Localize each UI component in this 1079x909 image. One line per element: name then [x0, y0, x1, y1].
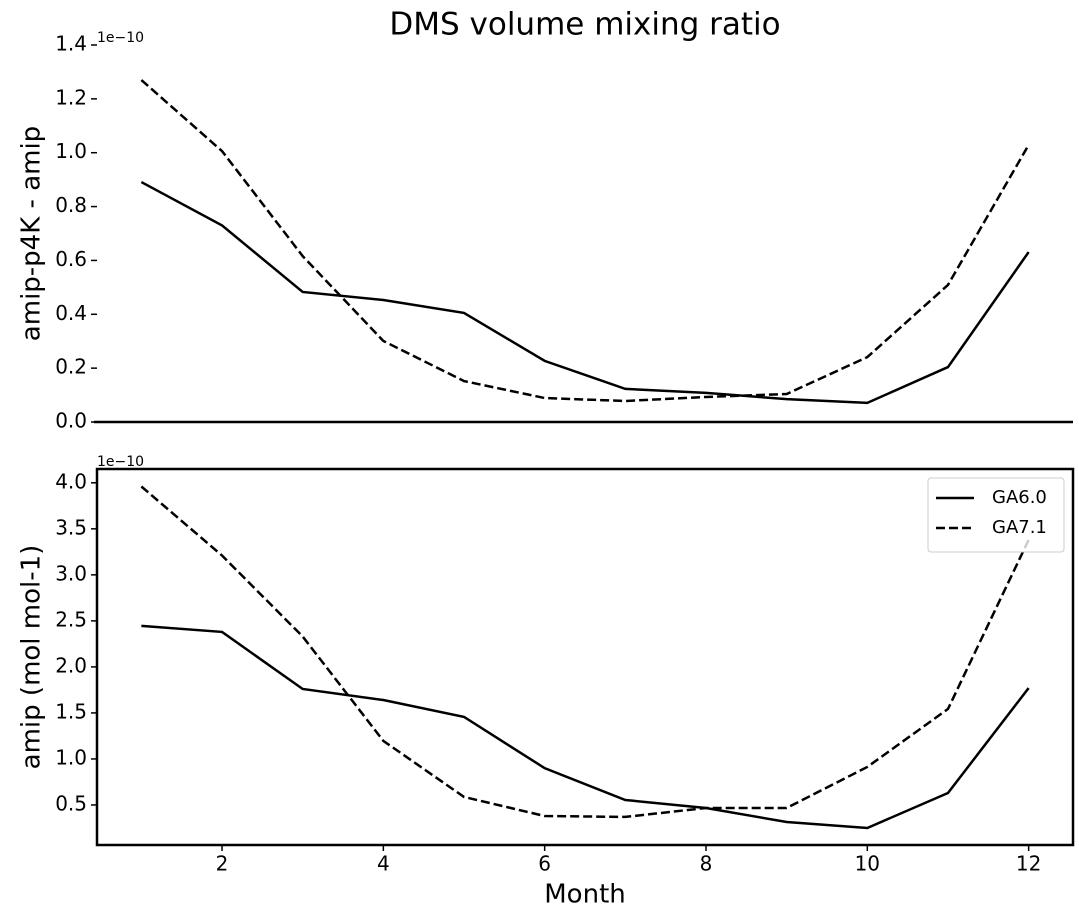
x-axis-label: Month [544, 880, 626, 909]
y-tick-label: 0.8 [55, 193, 87, 217]
y-tick-label: 4.0 [55, 469, 87, 493]
x-tick-label: 8 [700, 852, 713, 876]
y-tick-label: 2.0 [55, 653, 87, 677]
y-tick-label: 3.5 [55, 515, 87, 539]
y-tick-label: 3.0 [55, 561, 87, 585]
y-tick-label: 1.5 [55, 699, 87, 723]
x-tick-label: 6 [538, 852, 551, 876]
line-series [140, 485, 1030, 819]
y-tick-label: 1.0 [55, 745, 87, 769]
y-tick-label: 1.0 [55, 139, 87, 163]
line-series [141, 624, 1030, 830]
offset-text: 1e−10 [97, 454, 144, 470]
legend: GA6.0 GA7.1 [927, 477, 1065, 553]
y-tick-label: 0.4 [55, 301, 87, 325]
offset-text: 1e−10 [97, 30, 144, 46]
y-tick-label: 1.4 [55, 32, 87, 56]
legend-box [927, 477, 1065, 553]
y-axis-label: amip (mol mol-1) [17, 545, 47, 770]
legend-label: GA6.0 [992, 487, 1047, 508]
y-tick-label: 1.2 [55, 85, 87, 109]
legend-label: GA7.1 [992, 517, 1047, 538]
y-axis-label: amip-p4K - amip [17, 126, 47, 341]
x-tick-label: 4 [377, 852, 390, 876]
x-tick-label: 10 [855, 852, 880, 876]
y-tick-label: 0.5 [55, 791, 87, 815]
x-tick-label: 2 [216, 852, 229, 876]
y-tick-label: 0.6 [55, 247, 87, 271]
line-series [140, 79, 1030, 403]
x-tick-label: 12 [1016, 852, 1041, 876]
chart-title: DMS volume mixing ratio [389, 7, 780, 43]
y-tick-label: 0.2 [55, 355, 87, 379]
y-tick-label: 2.5 [55, 607, 87, 631]
line-series [140, 180, 1030, 405]
axes-frame [95, 467, 1075, 847]
y-tick-label: 0.0 [55, 409, 87, 433]
